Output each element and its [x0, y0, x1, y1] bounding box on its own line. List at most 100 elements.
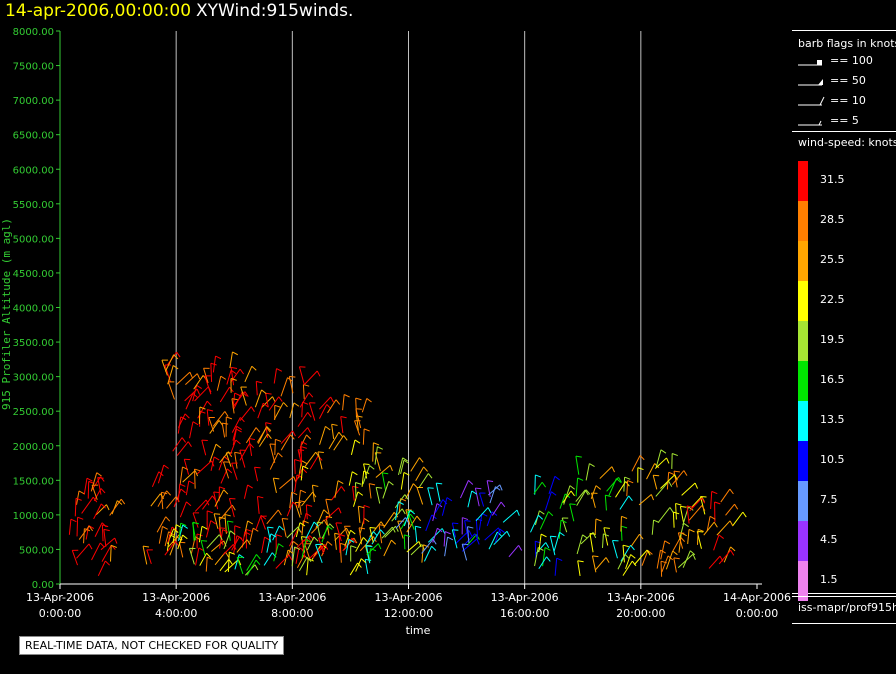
x-tick-date: 13-Apr-2006	[142, 591, 210, 604]
wind-barb	[375, 487, 381, 504]
wind-barb-feather	[335, 399, 341, 405]
wind-barb-feather	[277, 509, 282, 516]
wind-barb-feather	[464, 519, 471, 522]
wind-barb	[164, 540, 176, 556]
wind-barb	[245, 427, 257, 444]
wind-barb-feather	[182, 466, 189, 471]
wind-barb-feather	[256, 554, 261, 560]
wind-barb-feather	[307, 427, 311, 434]
wind-barb-feather	[254, 466, 261, 469]
wind-barb	[151, 471, 160, 487]
wind-barb-feather	[630, 554, 636, 559]
wind-barb-feather	[575, 455, 582, 458]
wind-barb-feather	[308, 392, 314, 398]
wind-barb-feather	[173, 354, 179, 360]
wind-barb	[318, 537, 325, 555]
wind-barb	[355, 537, 364, 552]
wind-barb-feather	[277, 452, 283, 458]
wind-barb	[355, 408, 362, 429]
speed-swatch	[798, 401, 808, 441]
wind-barb-feather	[487, 480, 494, 482]
wind-barb	[725, 503, 735, 516]
wind-barb-feather	[224, 411, 229, 417]
wind-barb	[415, 466, 425, 482]
wind-barb-feather	[546, 556, 551, 562]
speed-swatch-label: 22.5	[820, 293, 845, 306]
wind-barb	[182, 470, 196, 483]
y-tick-label: 500.00	[19, 545, 54, 556]
wind-barb-feather	[227, 468, 233, 474]
wind-barb	[708, 555, 721, 569]
wind-barb-feather	[404, 494, 409, 500]
wind-barb-feather	[605, 557, 610, 563]
wind-barb	[257, 402, 264, 419]
wind-barb-feather	[343, 394, 350, 398]
wind-barb	[562, 490, 572, 504]
wind-barb	[294, 459, 296, 474]
wind-barb	[280, 377, 289, 397]
wind-barb-feather	[431, 545, 437, 551]
wind-barb	[317, 451, 323, 470]
wind-barb	[178, 541, 184, 558]
x-tick-date: 13-Apr-2006	[258, 591, 326, 604]
wind-barb-feather	[232, 351, 238, 356]
wind-barb	[491, 501, 502, 516]
speed-swatch	[798, 561, 808, 601]
wind-barbs	[68, 351, 747, 577]
wind-barb	[344, 530, 352, 547]
wind-barb-feather	[499, 528, 505, 533]
wind-barb-feather	[305, 538, 312, 543]
wind-barb-feather	[639, 533, 644, 540]
wind-barb	[281, 518, 287, 537]
wind-barb	[185, 393, 194, 410]
wind-barb-feather	[363, 428, 370, 432]
wind-barb-feather	[554, 475, 560, 481]
wind-barb	[239, 443, 251, 461]
wind-barb-feather	[242, 391, 247, 397]
wind-barb-feather	[452, 529, 459, 531]
wind-barb	[391, 508, 403, 522]
wind-barb-feather	[353, 537, 358, 544]
wind-barb-feather	[668, 481, 673, 487]
wind-barb	[257, 426, 268, 444]
wind-barb	[295, 522, 301, 538]
wind-barb-feather	[292, 501, 298, 507]
barb-legend-label: == 100	[830, 54, 873, 67]
wind-barb-feather	[559, 531, 565, 537]
wind-barb	[167, 381, 175, 400]
y-tick-label: 5500.00	[13, 200, 54, 211]
wind-barb-feather	[199, 410, 206, 414]
wind-barb	[111, 500, 118, 515]
wind-barb-feather	[673, 470, 681, 473]
wind-barb	[690, 496, 702, 508]
wind-barb	[549, 536, 556, 556]
wind-barb	[294, 536, 309, 550]
wind-barb	[403, 510, 411, 527]
wind-barb	[224, 514, 227, 534]
wind-barb-feather	[628, 495, 633, 501]
wind-barb	[655, 481, 670, 497]
wind-barb	[279, 476, 295, 490]
wind-barb	[625, 554, 632, 570]
wind-barb	[350, 439, 356, 456]
wind-barb	[538, 556, 548, 570]
speed-swatch	[798, 321, 808, 361]
wind-barb-feather	[468, 480, 474, 485]
wind-barb	[169, 536, 178, 556]
speed-swatch	[798, 441, 808, 481]
wind-barb	[553, 532, 561, 552]
wind-barb-feather	[404, 534, 411, 538]
wind-barb-feather	[192, 421, 199, 426]
wind-barb	[176, 371, 191, 386]
wind-barb	[720, 488, 731, 503]
wind-barb	[418, 473, 429, 488]
wind-barb	[665, 550, 674, 570]
wind-barb-feather	[99, 542, 105, 548]
wind-barb	[219, 504, 233, 520]
wind-barb	[398, 457, 404, 475]
wind-barb	[248, 438, 253, 456]
wind-barb	[232, 426, 238, 441]
wind-barb-feather	[730, 549, 735, 556]
wind-barb-feather	[569, 485, 576, 490]
wind-barb	[381, 472, 387, 491]
